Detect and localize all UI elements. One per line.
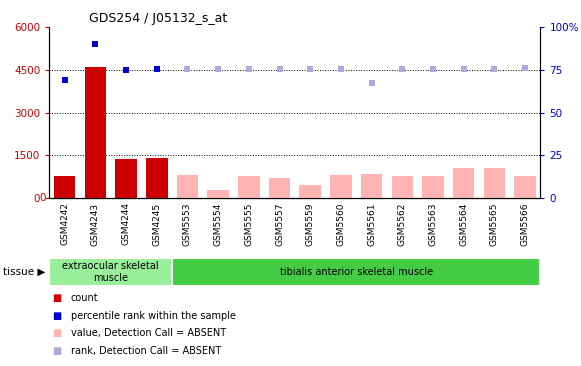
Text: ■: ■ — [52, 328, 62, 339]
Bar — [146, 158, 167, 198]
Text: GSM5564: GSM5564 — [459, 202, 468, 246]
Text: GSM5562: GSM5562 — [398, 202, 407, 246]
Text: GSM4245: GSM4245 — [152, 202, 162, 246]
Text: GSM5560: GSM5560 — [336, 202, 345, 246]
Text: percentile rank within the sample: percentile rank within the sample — [71, 311, 236, 321]
Text: GSM5566: GSM5566 — [521, 202, 529, 246]
Point — [336, 66, 346, 72]
Point — [244, 66, 253, 71]
Bar — [330, 175, 352, 198]
Bar — [299, 185, 321, 198]
Text: GSM4242: GSM4242 — [60, 202, 69, 246]
Point — [428, 66, 437, 72]
Text: GSM5557: GSM5557 — [275, 202, 284, 246]
Text: GSM5555: GSM5555 — [245, 202, 253, 246]
Bar — [361, 173, 382, 198]
Point — [183, 67, 192, 72]
Bar — [483, 168, 505, 198]
Point — [459, 66, 468, 72]
Point — [521, 66, 530, 71]
Text: GSM4244: GSM4244 — [121, 202, 131, 246]
Text: 0: 0 — [40, 193, 46, 203]
Bar — [207, 190, 229, 198]
Text: extraocular skeletal
muscle: extraocular skeletal muscle — [62, 261, 159, 283]
Point — [275, 66, 284, 72]
Text: ■: ■ — [52, 293, 62, 303]
Text: GSM5559: GSM5559 — [306, 202, 315, 246]
Bar — [269, 178, 290, 198]
Text: count: count — [71, 293, 99, 303]
Point — [60, 77, 69, 83]
Point — [152, 66, 162, 71]
Text: ■: ■ — [52, 311, 62, 321]
Text: GDS254 / J05132_s_at: GDS254 / J05132_s_at — [89, 12, 227, 25]
Bar — [177, 175, 198, 198]
Point — [213, 66, 223, 71]
Text: value, Detection Call = ABSENT: value, Detection Call = ABSENT — [71, 328, 226, 339]
Text: GSM4243: GSM4243 — [91, 202, 100, 246]
Point — [490, 66, 499, 72]
Bar — [54, 176, 76, 198]
Point — [397, 66, 407, 72]
Bar — [453, 168, 474, 198]
Bar — [392, 176, 413, 198]
Bar — [172, 258, 540, 286]
Point — [367, 80, 376, 86]
Text: GSM5554: GSM5554 — [214, 202, 223, 246]
Text: GSM5563: GSM5563 — [428, 202, 437, 246]
Point — [91, 41, 100, 47]
Text: rank, Detection Call = ABSENT: rank, Detection Call = ABSENT — [71, 346, 221, 356]
Bar — [116, 159, 137, 198]
Point — [306, 66, 315, 72]
Bar — [422, 176, 444, 198]
Bar — [85, 67, 106, 198]
Bar — [238, 176, 260, 198]
Bar — [49, 258, 172, 286]
Text: GSM5553: GSM5553 — [183, 202, 192, 246]
Text: tissue ▶: tissue ▶ — [3, 267, 45, 277]
Bar — [514, 176, 536, 198]
Text: tibialis anterior skeletal muscle: tibialis anterior skeletal muscle — [279, 267, 433, 277]
Text: ■: ■ — [52, 346, 62, 356]
Text: GSM5565: GSM5565 — [490, 202, 499, 246]
Point — [121, 67, 131, 73]
Text: GSM5561: GSM5561 — [367, 202, 376, 246]
